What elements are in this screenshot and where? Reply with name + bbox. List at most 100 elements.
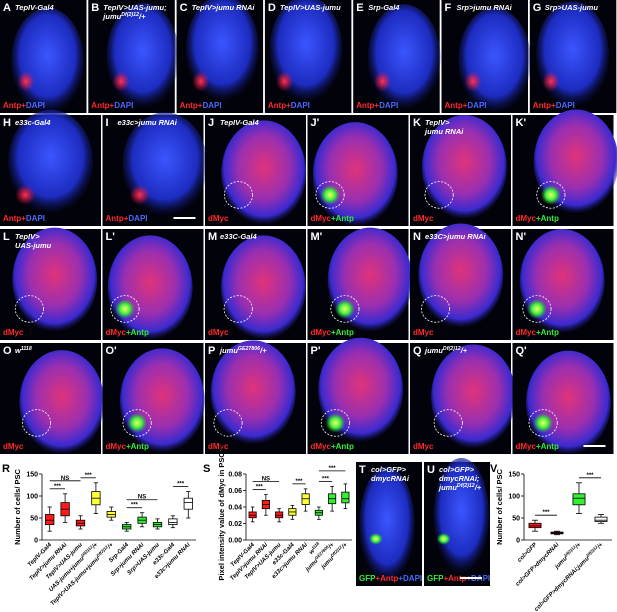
panel-label: TepIV> [425, 118, 450, 127]
image-panel: D TepIV>UAS-jumu Antp+DAPI [264, 0, 352, 113]
stain-part: DAPI [114, 101, 133, 110]
stain-part: +Antp [126, 442, 149, 451]
panel-letter: L [3, 231, 10, 243]
box [301, 493, 310, 505]
text-segment: 1118 [21, 346, 32, 352]
significance-label: *** [85, 473, 93, 479]
antp-signal [540, 184, 561, 205]
tissue [12, 227, 98, 332]
stain-label: Antp+DAPI [356, 101, 398, 110]
panel-label: Srp>UAS-jumu [545, 3, 599, 12]
text-segment: /+ [327, 542, 336, 551]
significance-label: *** [329, 466, 337, 472]
antp-signal [192, 71, 210, 92]
image-panel: Ucol>GFP>dmycRNAi;jumuDf(2)12/+GFP+Antp+… [424, 457, 490, 586]
stain-label: dMyc+Antp [311, 214, 354, 223]
panel-label: jumuGE27806/+ [219, 346, 267, 355]
stain-part: Antp+ [445, 101, 468, 110]
significance-label: *** [177, 482, 185, 488]
stain-label: Antp+DAPI [3, 101, 45, 110]
stain-part: +DAPI [398, 574, 422, 583]
stain-part: +Antp [443, 574, 466, 583]
panel-label: dmycRNAi; [439, 474, 480, 483]
antp-signal [325, 412, 346, 433]
text-segment: /+ [91, 542, 100, 551]
text-segment: dmycRNAi [371, 474, 410, 483]
tissue [11, 7, 84, 115]
box [275, 511, 284, 519]
text-segment: TepIV>jumu RNAi [192, 3, 256, 12]
antp-signal [542, 71, 560, 92]
stain-label: dMyc [208, 442, 229, 451]
y-tick-label: 100 [26, 494, 38, 501]
antp-signal [464, 71, 482, 92]
stain-part: DAPI [26, 101, 45, 110]
image-panel: G Srp>UAS-jumu Antp+DAPI [529, 0, 617, 113]
image-panel: C TepIV>jumu RNAi Antp+DAPI [176, 0, 264, 113]
antp-signal [319, 184, 341, 205]
text-segment: /+ [596, 542, 605, 551]
stain-part: dMyc [413, 328, 434, 337]
text-segment: e33c>jumu RNAi [118, 118, 178, 127]
stain-part: dMyc [413, 442, 434, 451]
tissue [359, 466, 415, 584]
stain-part: dMyc [3, 328, 24, 337]
panel-letter: P [208, 345, 215, 357]
text-segment: /+ [460, 346, 468, 355]
tissue [119, 348, 205, 453]
panel-letter: D [268, 2, 276, 14]
stain-part: dMyc [106, 442, 127, 451]
tissue [221, 235, 306, 340]
stain-part: +Antp [331, 442, 354, 451]
antp-signal [373, 71, 392, 92]
tissue [421, 115, 507, 220]
panel-label: TepIV>jumu RNAi [192, 3, 256, 12]
text-segment: e33C>jumu RNAi [425, 232, 487, 241]
stain-label: dMyc+Antp [516, 214, 559, 223]
panel-letter: B [91, 2, 99, 14]
image-panel: M' dMyc+Antp [307, 227, 413, 340]
text-segment: jumu [320, 556, 335, 571]
y-axis-label: Number of cells/ PSC [495, 468, 504, 544]
stain-part: Antp+ [3, 214, 26, 223]
stain-label: Antp+DAPI [91, 101, 133, 110]
stain-part: DAPI [291, 101, 310, 110]
text-segment: col>GFP> [371, 465, 407, 474]
antp-signal [533, 412, 554, 433]
significance-label: *** [54, 484, 62, 490]
stain-part: +Antp [375, 574, 398, 583]
psc-outline [14, 295, 44, 323]
stain-part: GFP [427, 574, 444, 583]
stain-part: +Antp [536, 442, 559, 451]
panel-letter: O [3, 345, 12, 357]
stain-part: Antp+ [533, 101, 556, 110]
y-axis-label: Pixel intensity value of dMyc in PSC cel… [217, 433, 226, 580]
text-segment: Srp>jumu RNAi [457, 3, 513, 12]
antp-signal [129, 184, 150, 205]
significance-label: *** [586, 473, 594, 479]
psc-outline [330, 295, 360, 323]
stain-part: Antp+ [356, 101, 379, 110]
stain-part: Antp+ [106, 214, 129, 223]
y-tick-label: 0.04 [228, 505, 242, 512]
stain-label: dMyc [3, 328, 24, 337]
stain-part: +Antp [331, 214, 354, 223]
x-tick-label: w1118 [307, 540, 323, 556]
psc-outline [223, 181, 254, 209]
image-panel: K' dMyc+Antp [512, 109, 617, 226]
antp-signal [526, 298, 548, 319]
text-segment: jumu [554, 556, 569, 571]
box [341, 491, 350, 504]
image-panel: B TepIV>UAS-jumu;jumuDf(2)12/+ Antp+DAPI [88, 0, 180, 113]
text-segment: TepIV> [425, 118, 450, 127]
psc-outline [22, 409, 52, 437]
text-segment: TepIV>UAS-jumu [280, 3, 341, 12]
significance-label: *** [542, 510, 550, 516]
tissue [418, 223, 504, 328]
text-segment: dmycRNAi; [439, 474, 480, 483]
chart-letter: V [490, 463, 498, 475]
panel-letter: T [359, 464, 366, 476]
chart-letter: S [203, 463, 210, 475]
